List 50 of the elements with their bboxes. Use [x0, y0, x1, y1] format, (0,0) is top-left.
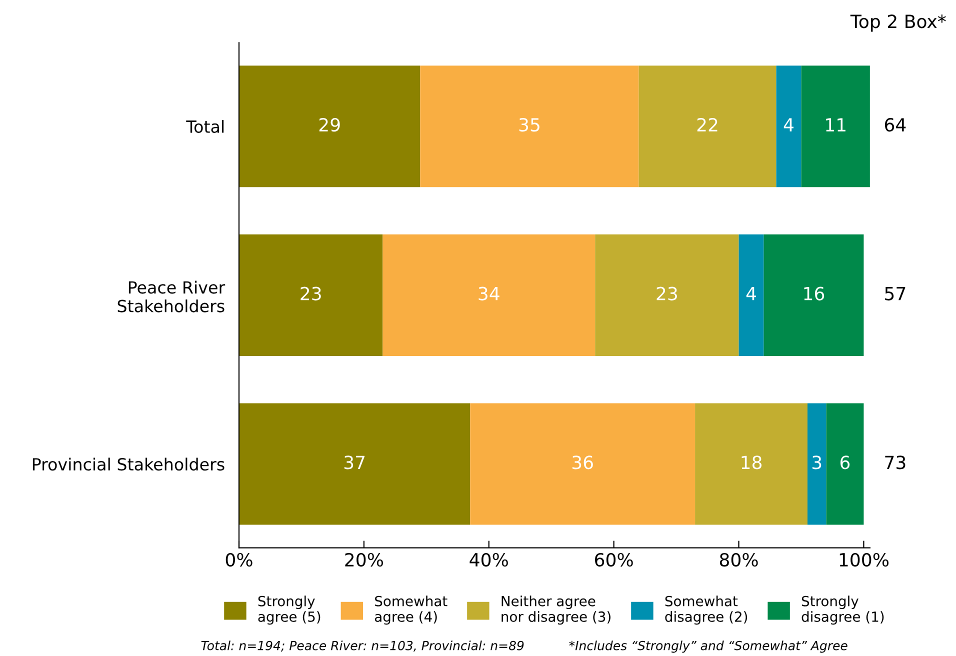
data-label: 11 — [826, 118, 846, 132]
data-label: 6 — [840, 456, 850, 470]
x-tick-label: 100% — [840, 552, 889, 567]
bar — [239, 403, 470, 525]
data-label: 34 — [478, 286, 500, 300]
data-label: 35 — [519, 118, 540, 132]
data-label: 18 — [742, 456, 762, 470]
x-tick-label: 80% — [720, 552, 758, 567]
legend-label: Somewhat disagree (2) — [665, 596, 748, 625]
bar — [776, 66, 802, 188]
data-label: 23 — [656, 286, 677, 300]
bar — [638, 66, 776, 188]
text: 64 — [884, 118, 906, 132]
x-tick-label: 60% — [595, 552, 633, 567]
text: 57 — [885, 287, 906, 300]
bar — [470, 403, 696, 525]
y-tick-label: Total — [186, 120, 224, 133]
text: 73 — [885, 456, 906, 470]
bar — [382, 234, 596, 356]
text: Top 2 Box* — [850, 14, 946, 32]
data-label: 4 — [784, 118, 794, 132]
bar — [695, 403, 808, 525]
bar — [239, 66, 420, 188]
bar — [595, 234, 739, 356]
bar — [801, 66, 870, 188]
bar — [420, 66, 639, 188]
data-label: 16 — [804, 286, 824, 300]
data-label: 29 — [319, 118, 340, 132]
data-label: 37 — [344, 456, 365, 470]
data-label: 23 — [300, 286, 321, 300]
x-tick-label: 40% — [470, 552, 508, 567]
bar — [239, 234, 383, 356]
legend-label: Strongly disagree (1) — [802, 596, 884, 625]
legend-label: Neither agree nor disagree (3) — [502, 596, 610, 625]
y-tick-label: Peace River Stakeholders — [118, 280, 226, 312]
data-label: 22 — [697, 118, 718, 132]
legend-label: Strongly agree (5) — [258, 596, 320, 625]
bar — [764, 234, 864, 356]
text: Total: n=194; Peace River: n=103, Provincial: n=89 — [201, 640, 524, 652]
bar — [826, 403, 864, 525]
y-tick-label: Provincial Stakeholders — [32, 458, 224, 471]
legend-label: Somewhat agree (4) — [374, 596, 448, 625]
data-label: 3 — [812, 456, 822, 470]
bar — [807, 403, 826, 525]
x-tick-label: 0% — [226, 552, 252, 567]
text: *Includes “Strongly” and “Somewhat” Agree — [569, 640, 848, 653]
bar — [738, 234, 764, 356]
x-tick-label: 20% — [345, 552, 384, 567]
data-label: 36 — [572, 456, 593, 470]
data-label: 4 — [746, 287, 756, 300]
